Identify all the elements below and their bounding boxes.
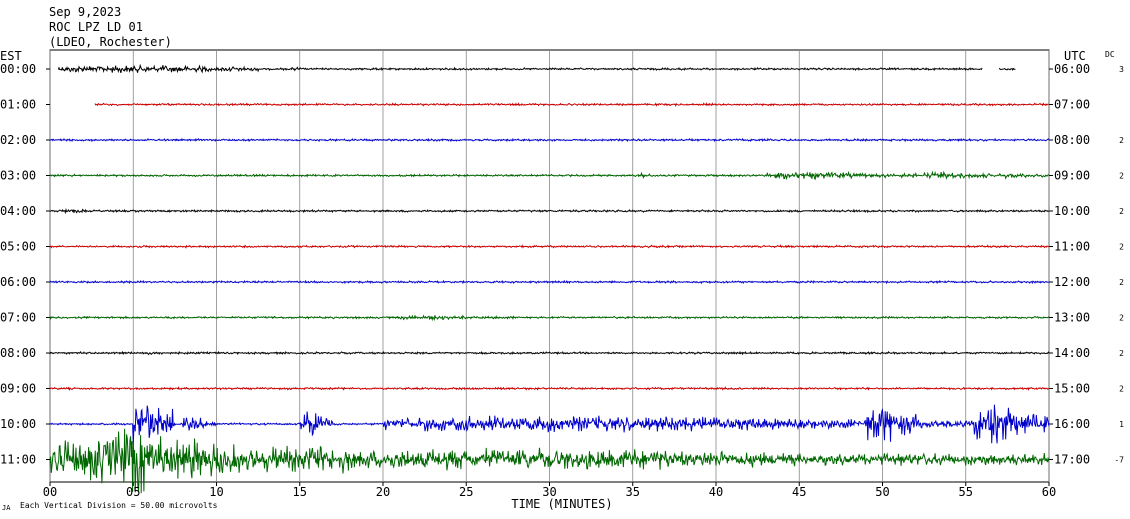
utc-row-label: 12:00 xyxy=(1054,275,1090,289)
x-tick-label: 30 xyxy=(542,485,556,499)
left-axis-title: EST xyxy=(0,49,22,63)
utc-row-label: 14:00 xyxy=(1054,346,1090,360)
utc-row-label: 10:00 xyxy=(1054,204,1090,218)
dc-value: 2 xyxy=(1119,172,1124,181)
dc-value: 2 xyxy=(1119,349,1124,358)
dc-value: 2 xyxy=(1119,136,1124,145)
est-row-label: 04:00 xyxy=(0,204,36,218)
trace-0900 xyxy=(49,386,1050,391)
x-tick-label: 40 xyxy=(709,485,723,499)
est-row-label: 09:00 xyxy=(0,382,36,396)
utc-row-label: 16:00 xyxy=(1054,417,1090,431)
dc-value: -7 xyxy=(1114,456,1124,465)
header-station: ROC LPZ LD 01 xyxy=(49,20,143,34)
header-date: Sep 9,2023 xyxy=(49,5,121,19)
right-axis-title: UTC xyxy=(1064,49,1086,63)
trace-0700 xyxy=(49,314,1050,322)
x-tick-label: 00 xyxy=(43,485,57,499)
dc-value: 2 xyxy=(1119,243,1124,252)
x-tick-label: 55 xyxy=(959,485,973,499)
x-tick-label: 05 xyxy=(126,485,140,499)
x-tick-label: 60 xyxy=(1042,485,1056,499)
utc-row-label: 15:00 xyxy=(1054,382,1090,396)
dc-value: 2 xyxy=(1119,278,1124,287)
x-tick-label: 20 xyxy=(376,485,390,499)
dc-value: 1 xyxy=(1119,420,1124,429)
dc-value: 2 xyxy=(1119,314,1124,323)
utc-row-label: 08:00 xyxy=(1054,133,1090,147)
utc-row-label: 06:00 xyxy=(1054,62,1090,76)
trace-0800 xyxy=(49,350,1050,356)
x-tick-label: 10 xyxy=(209,485,223,499)
est-row-label: 00:00 xyxy=(0,62,36,76)
x-tick-label: 15 xyxy=(293,485,307,499)
x-tick-label: 50 xyxy=(875,485,889,499)
trace-0000 xyxy=(57,63,1016,74)
utc-row-label: 11:00 xyxy=(1054,240,1090,254)
est-row-label: 05:00 xyxy=(0,240,36,254)
footnote-mark: JA xyxy=(2,504,11,512)
est-row-label: 01:00 xyxy=(0,98,36,112)
utc-row-label: 07:00 xyxy=(1054,98,1090,112)
est-row-label: 03:00 xyxy=(0,169,36,183)
x-axis-title: TIME (MINUTES) xyxy=(511,497,612,511)
grid-lines xyxy=(49,49,1050,483)
dc-value: 2 xyxy=(1119,385,1124,394)
trace-1100 xyxy=(49,428,1050,494)
dc-value: 3 xyxy=(1119,65,1124,74)
est-row-label: 06:00 xyxy=(0,275,36,289)
est-row-label: 08:00 xyxy=(0,346,36,360)
trace-0400 xyxy=(49,208,1049,215)
trace-0200 xyxy=(49,137,1050,143)
x-tick-label: 35 xyxy=(626,485,640,499)
trace-0100 xyxy=(94,102,1049,107)
est-row-label: 10:00 xyxy=(0,417,36,431)
trace-1000 xyxy=(49,404,1050,445)
x-tick-label: 45 xyxy=(792,485,806,499)
x-tick-label: 25 xyxy=(459,485,473,499)
dc-title: DC xyxy=(1105,50,1115,59)
trace-0500 xyxy=(49,244,1050,249)
x-tick-labels: 00 05 10 15 20 25 30 35 40 45 50 55 60 xyxy=(43,482,1056,499)
footnote: Each Vertical Division = 50.00 microvolt… xyxy=(20,501,218,510)
est-row-label: 02:00 xyxy=(0,133,36,147)
utc-row-label: 09:00 xyxy=(1054,169,1090,183)
dc-value: 2 xyxy=(1119,207,1124,216)
utc-row-label: 13:00 xyxy=(1054,311,1090,325)
trace-0600 xyxy=(49,279,1050,285)
est-row-label: 11:00 xyxy=(0,453,36,467)
est-row-label: 07:00 xyxy=(0,311,36,325)
utc-row-label: 17:00 xyxy=(1054,453,1090,467)
row-labels: 00:00 06:00 3 01:00 07:00 02:00 08:00 2 03:00 09:… xyxy=(0,62,1124,467)
header-network: (LDEO, Rochester) xyxy=(49,35,172,49)
seismic-traces xyxy=(49,63,1050,494)
trace-0300 xyxy=(49,170,1050,181)
